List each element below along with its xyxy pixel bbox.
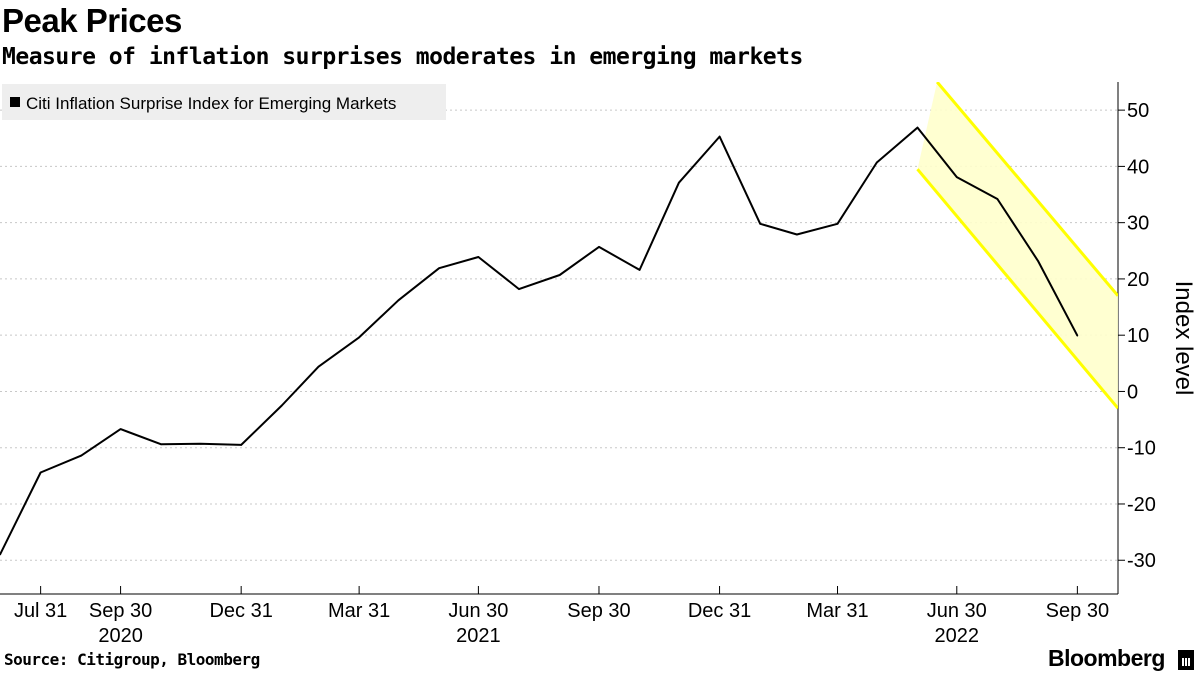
chart-subtitle: Measure of inflation surprises moderates… [2,44,803,70]
data-point [876,161,878,164]
legend-box [2,84,446,120]
trend-channel-fill [917,82,1118,409]
data-point [1037,260,1039,262]
data-point [759,222,761,225]
data-point [916,126,919,129]
y-axis-label: Index level [1170,281,1197,396]
x-year-label: 2020 [98,625,143,647]
data-point [796,233,798,236]
x-tick-label: Dec 31 [209,600,272,622]
series-line [0,126,1079,556]
x-tick-label: Dec 31 [688,600,751,622]
y-tick-label: 30 [1127,213,1149,235]
legend: Citi Inflation Surprise Index for Emergi… [2,84,446,120]
legend-label: Citi Inflation Surprise Index for Emergi… [26,94,396,113]
data-point [996,198,999,200]
data-point [678,181,680,184]
x-year-label: 2021 [456,625,501,647]
source-note: Source: Citigroup, Bloomberg [4,650,260,669]
x-year-label: 2022 [935,625,980,647]
data-point [358,336,360,339]
data-point [397,299,400,302]
data-point [638,269,641,271]
data-point [0,553,1,556]
data-point [280,404,283,407]
y-tick-label: 50 [1127,100,1149,122]
data-point [240,444,242,446]
x-tick-label: Jul 31 [14,600,67,622]
data-point [718,135,721,138]
y-tick-label: 40 [1127,156,1149,178]
y-tick-label: -20 [1127,494,1156,516]
trend-channel-lower [916,168,1118,410]
data-point [477,256,480,258]
data-point [518,288,520,290]
y-tick-label: 10 [1127,325,1149,347]
legend-swatch [10,97,20,107]
data-point [558,274,561,276]
brand-logo: Bloomberg [1048,645,1165,671]
x-tick-label: Sep 30 [567,600,630,622]
x-tick-label: Mar 31 [806,600,868,622]
x-tick-label: Jun 30 [448,600,508,622]
data-point [39,471,42,474]
x-tick-label: Sep 30 [1046,600,1109,622]
x-tick-label: Sep 30 [89,600,152,622]
data-point [955,176,958,178]
y-tick-label: -10 [1127,438,1156,460]
data-point [119,428,122,430]
data-point [317,365,320,368]
x-tick-label: Mar 31 [328,600,390,622]
terminal-icon [1178,650,1194,670]
trend-channel-upper [935,82,1118,297]
data-point [438,267,440,270]
data-point [160,443,163,446]
y-tick-label: -30 [1127,550,1156,572]
chart-title: Peak Prices [2,2,182,39]
y-tick-label: 20 [1127,269,1149,291]
data-point [199,442,202,445]
y-tick-label: 0 [1127,381,1138,403]
data-point [80,454,83,457]
data-point [598,246,600,248]
x-tick-label: Jun 30 [927,600,987,622]
data-point [836,222,839,225]
data-point [1076,334,1079,337]
